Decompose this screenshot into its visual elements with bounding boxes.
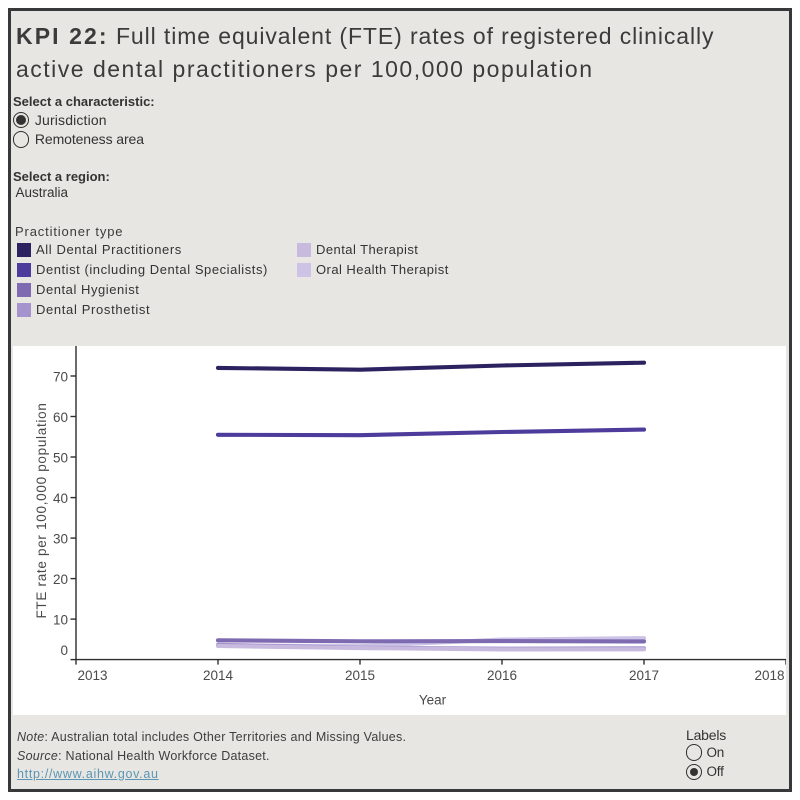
- svg-text:60: 60: [53, 410, 68, 425]
- svg-text:Year: Year: [419, 693, 447, 708]
- svg-text:2013: 2013: [77, 668, 107, 683]
- svg-text:30: 30: [53, 532, 68, 547]
- svg-text:FTE rate per 100,000 populatio: FTE rate per 100,000 population: [34, 402, 49, 618]
- svg-text:2015: 2015: [345, 668, 375, 683]
- svg-text:2017: 2017: [629, 668, 659, 683]
- svg-text:2016: 2016: [487, 668, 517, 683]
- svg-text:70: 70: [53, 370, 68, 385]
- svg-text:20: 20: [53, 572, 68, 587]
- svg-text:2018: 2018: [754, 668, 784, 683]
- svg-text:0: 0: [60, 643, 68, 658]
- svg-text:2014: 2014: [203, 668, 234, 683]
- svg-text:50: 50: [53, 451, 68, 466]
- svg-text:10: 10: [53, 613, 68, 628]
- svg-text:40: 40: [53, 491, 68, 506]
